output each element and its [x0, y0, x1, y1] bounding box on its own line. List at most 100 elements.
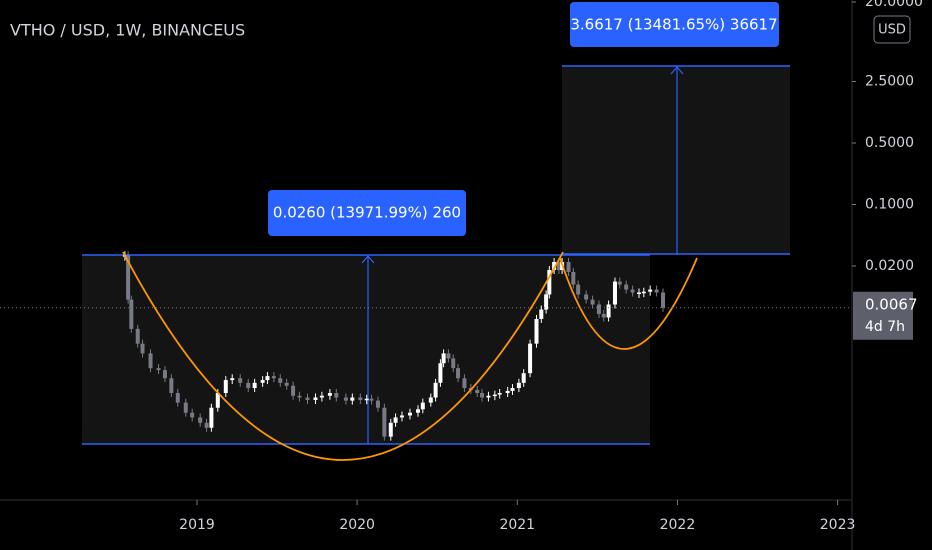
candle-body	[497, 393, 502, 395]
x-tick-label: 2019	[179, 517, 215, 533]
range-box	[562, 66, 790, 254]
candle-body	[552, 262, 557, 271]
candle-body	[204, 422, 209, 428]
candle-body	[505, 390, 510, 394]
candle-body	[596, 304, 601, 314]
y-tick-label: 20.0000	[865, 0, 923, 10]
candle-body	[126, 255, 131, 300]
candle-body	[547, 270, 552, 295]
candle-body	[190, 412, 195, 418]
candle-body	[198, 417, 203, 423]
candle-body	[415, 409, 420, 413]
annotation-label: 3.6617 (13481.65%) 36617	[570, 16, 777, 34]
candle-body	[584, 294, 589, 300]
x-tick-label: 2023	[820, 517, 856, 533]
candle-body	[265, 376, 270, 381]
price-range-1	[82, 254, 650, 445]
candle-body	[433, 382, 438, 398]
candle-body	[230, 378, 235, 381]
range-box	[82, 255, 650, 444]
candle-body	[252, 382, 257, 389]
candle-body	[492, 394, 497, 397]
candle-body	[369, 398, 374, 401]
candle-body	[148, 353, 153, 369]
candle-body	[175, 393, 180, 403]
symbol-title: VTHO / USD, 1W, BINANCEUS	[10, 21, 245, 40]
candle-body	[539, 309, 544, 319]
candle-body	[590, 299, 595, 305]
candle-body	[446, 353, 451, 359]
candle-body	[215, 393, 220, 408]
cup-curve	[122, 251, 564, 461]
candle-body	[566, 262, 571, 272]
candle-body	[661, 292, 666, 308]
x-tick-label: 2022	[660, 517, 696, 533]
candle-body	[648, 289, 653, 292]
candle-body	[576, 284, 581, 295]
annotation-label: 0.0260 (13971.99%) 260	[273, 204, 461, 222]
candle-body	[297, 395, 302, 398]
candle-body	[641, 291, 646, 294]
axes: 20.0000 2.5000 0.5000 0.1000 0.0200 2019 2020 2…	[0, 0, 923, 533]
candle-body	[486, 395, 491, 398]
candle-body	[319, 395, 324, 398]
candle-body	[156, 368, 161, 371]
candle-body	[382, 407, 387, 437]
candle-body	[313, 397, 318, 400]
candle-body	[630, 289, 635, 293]
candle-body	[601, 313, 606, 318]
candle-body	[637, 292, 641, 294]
candle-body	[428, 397, 433, 403]
candle-body	[420, 402, 425, 410]
arrow-head	[361, 255, 375, 264]
price-range-2	[562, 65, 790, 255]
candle-body	[246, 382, 251, 389]
candle-body	[617, 281, 622, 285]
candle-body	[544, 294, 549, 310]
candle-body	[350, 397, 355, 401]
candle-body	[223, 380, 228, 394]
candle-body	[571, 271, 576, 285]
x-tick-label: 2020	[339, 517, 375, 533]
currency-box[interactable]	[873, 15, 911, 44]
candle-body	[140, 343, 145, 354]
candle-body	[462, 378, 467, 389]
candle-body	[654, 289, 659, 293]
annotation-box	[570, 2, 779, 47]
candle-body	[327, 393, 332, 396]
candle-body	[624, 284, 629, 290]
annotation-box	[268, 190, 466, 236]
candle-body	[334, 393, 339, 398]
y-tick-label: 0.5000	[865, 135, 914, 151]
candle-body	[388, 422, 393, 437]
candle-body	[364, 398, 369, 401]
x-tick-label: 2021	[499, 517, 535, 533]
y-tick-label: 0.1000	[865, 196, 914, 212]
candle-body	[209, 407, 214, 428]
candle-body	[516, 382, 521, 389]
handle-curve	[559, 257, 698, 350]
candle-body	[393, 417, 398, 423]
candle-body	[521, 373, 526, 383]
y-tick-label: 2.5000	[865, 74, 914, 90]
candle-body	[284, 382, 289, 386]
candle-body	[278, 378, 283, 383]
last-price-label: 0.0067	[865, 295, 918, 313]
candle-body	[169, 378, 174, 394]
candle-body	[606, 304, 611, 318]
candle-body	[343, 397, 348, 401]
candle-body	[305, 397, 310, 400]
candle-body	[612, 281, 617, 305]
y-tick-label: 0.0200	[865, 258, 914, 274]
candle-body	[451, 358, 456, 369]
countdown-label: 4d 7h	[865, 319, 905, 335]
candle-body	[238, 378, 243, 383]
currency[interactable]: USD	[878, 23, 906, 38]
candle-body	[135, 328, 140, 344]
candle-body	[528, 343, 533, 374]
candle-body	[456, 368, 461, 379]
candle-body	[291, 385, 296, 396]
